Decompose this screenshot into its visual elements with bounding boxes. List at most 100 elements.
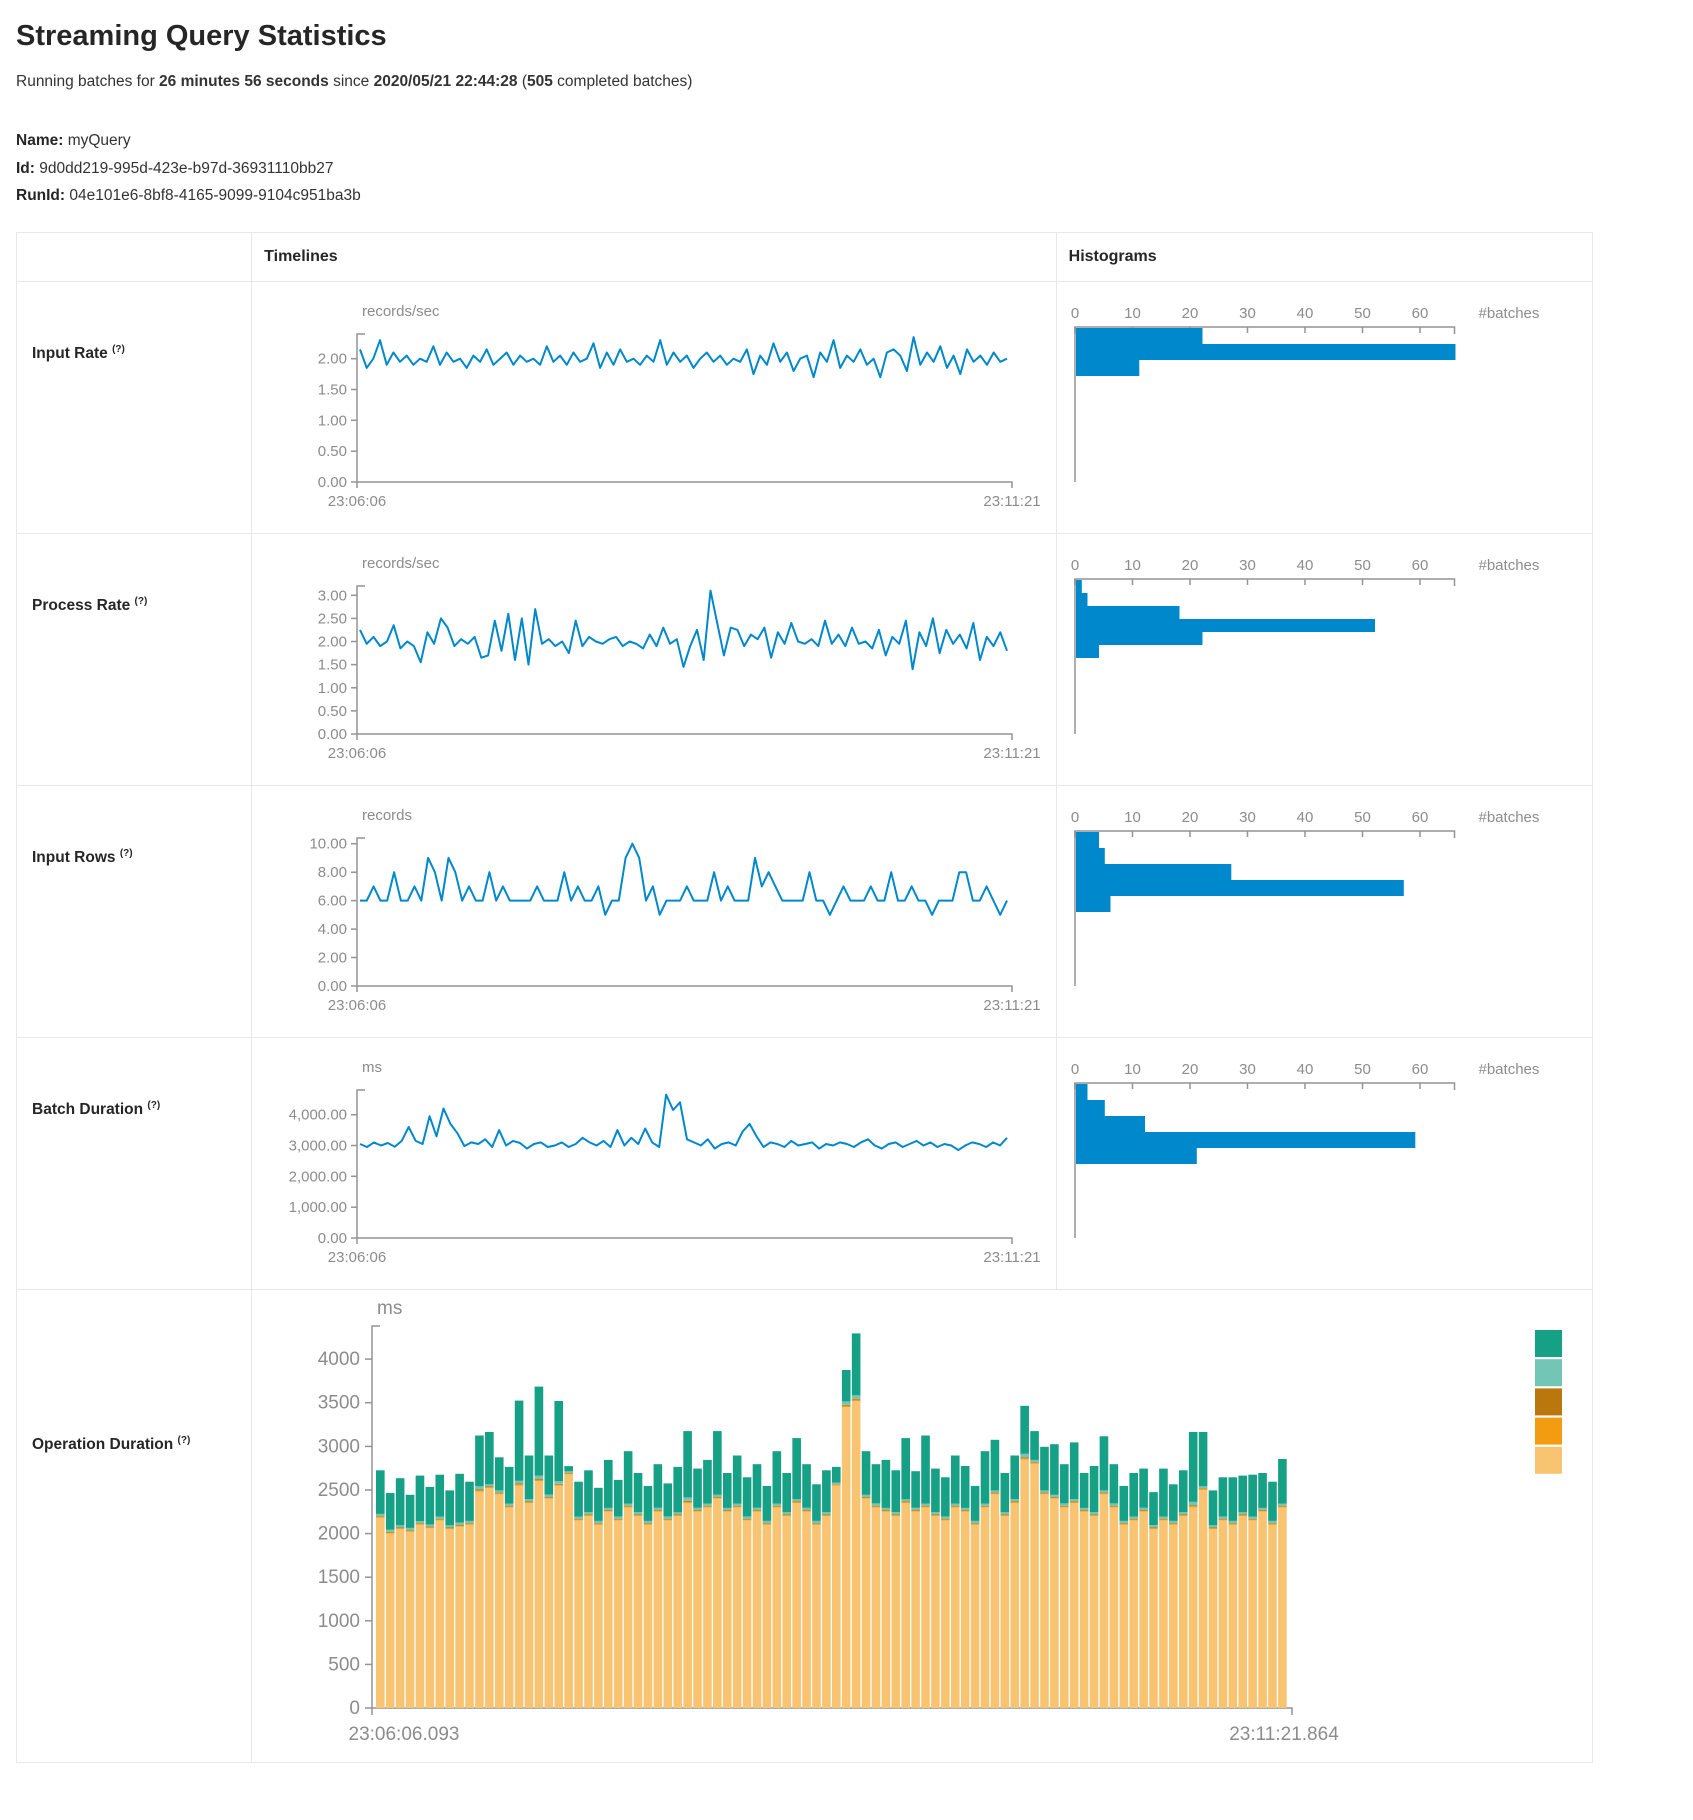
- svg-text:30: 30: [1239, 305, 1256, 322]
- table-row-batch-duration: Batch Duration (?) ms 4,000.00 3,000.00 2,0…: [15, 1036, 1594, 1290]
- svg-text:records: records: [362, 807, 412, 824]
- svg-text:ms: ms: [377, 1298, 402, 1319]
- process-rate-timeline-chart: records/sec 3.00 2.50 2.00 1.50 1.00 0.50 0.00 2…: [252, 534, 1056, 785]
- svg-text:60: 60: [1411, 305, 1428, 322]
- process-rate-label: Process Rate: [32, 596, 131, 614]
- running-batches-status: Running batches for 26 minutes 56 second…: [16, 73, 1693, 91]
- svg-text:3000: 3000: [318, 1436, 360, 1457]
- svg-text:4000: 4000: [318, 1349, 360, 1370]
- svg-text:60: 60: [1411, 1061, 1428, 1078]
- input-rows-timeline-chart: records 10.00 8.00 6.00 4.00 2.00 0.00 23:06:06…: [252, 786, 1056, 1037]
- operation-duration-chart: ms 4000 3500 3000 2500 2000 1500 1000 500 0 23:06:…: [252, 1290, 1592, 1761]
- svg-text:23:11:21.864: 23:11:21.864: [1229, 1724, 1339, 1745]
- svg-text:#batches: #batches: [1478, 305, 1539, 322]
- row-label-process-rate: Process Rate (?): [15, 532, 253, 786]
- svg-text:3,000.00: 3,000.00: [289, 1137, 347, 1154]
- table-row-input-rows: Input Rows (?) records 10.00 8.00 6.00 4.00 2…: [15, 784, 1594, 1038]
- batch-duration-help-icon[interactable]: (?): [147, 1099, 161, 1111]
- svg-text:0.00: 0.00: [318, 978, 347, 995]
- svg-text:6.00: 6.00: [318, 892, 347, 909]
- svg-text:0: 0: [1070, 305, 1078, 322]
- status-paren: (: [517, 73, 527, 90]
- query-name-row: Name: myQuery: [16, 127, 1693, 155]
- svg-text:1.00: 1.00: [318, 679, 347, 696]
- svg-text:0: 0: [1070, 809, 1078, 826]
- input-rate-timeline-chart: records/sec 2.00 1.50 1.00 0.50 0.00 23:06:06 2…: [252, 282, 1056, 533]
- query-runid-row: RunId: 04e101e6-8bf8-4165-9099-9104c951b…: [16, 182, 1693, 210]
- table-header-row: Timelines Histograms: [15, 231, 1594, 282]
- svg-text:8.00: 8.00: [318, 864, 347, 881]
- svg-text:3.00: 3.00: [318, 587, 347, 604]
- query-name-value: myQuery: [67, 132, 131, 149]
- svg-text:60: 60: [1411, 557, 1428, 574]
- svg-text:2000: 2000: [318, 1523, 360, 1544]
- svg-text:30: 30: [1239, 1061, 1256, 1078]
- svg-text:2500: 2500: [318, 1480, 360, 1501]
- process-rate-help-icon[interactable]: (?): [134, 595, 148, 607]
- svg-text:23:06:06: 23:06:06: [328, 997, 386, 1014]
- completed-batch-count: 505: [526, 73, 553, 90]
- svg-text:0.50: 0.50: [318, 443, 347, 460]
- svg-text:#batches: #batches: [1478, 809, 1539, 826]
- svg-text:#batches: #batches: [1478, 557, 1539, 574]
- input-rate-label: Input Rate: [32, 344, 108, 362]
- svg-text:1.50: 1.50: [318, 656, 347, 673]
- table-row-operation-duration: Operation Duration (?) ms 4000 3500 3000 250…: [15, 1288, 1593, 1763]
- svg-text:30: 30: [1239, 809, 1256, 826]
- svg-text:1.00: 1.00: [318, 412, 347, 429]
- svg-text:2.00: 2.00: [318, 350, 347, 367]
- query-name-label: Name:: [16, 132, 64, 149]
- batch-duration-timeline-chart: ms 4,000.00 3,000.00 2,000.00 1,000.00 0.00 23…: [252, 1038, 1056, 1289]
- svg-text:0.00: 0.00: [318, 726, 347, 743]
- svg-text:10: 10: [1124, 305, 1141, 322]
- header-empty: [15, 231, 253, 282]
- status-since: since: [328, 73, 374, 90]
- svg-text:50: 50: [1354, 1061, 1371, 1078]
- svg-text:0: 0: [1070, 1061, 1078, 1078]
- svg-text:20: 20: [1181, 557, 1198, 574]
- svg-text:20: 20: [1181, 1061, 1198, 1078]
- statistics-table: Timelines Histograms Input Rate (?) reco…: [15, 231, 1594, 1763]
- svg-text:60: 60: [1411, 809, 1428, 826]
- svg-text:40: 40: [1296, 1061, 1313, 1078]
- svg-text:500: 500: [328, 1654, 360, 1675]
- svg-text:20: 20: [1181, 305, 1198, 322]
- svg-text:20: 20: [1181, 809, 1198, 826]
- svg-text:1500: 1500: [318, 1567, 360, 1588]
- header-histograms: Histograms: [1055, 231, 1594, 282]
- svg-text:23:06:06: 23:06:06: [328, 1249, 386, 1266]
- page-title: Streaming Query Statistics: [16, 20, 387, 52]
- header-timelines: Timelines: [251, 231, 1057, 282]
- svg-text:10.00: 10.00: [310, 835, 348, 852]
- svg-text:records/sec: records/sec: [362, 555, 440, 572]
- svg-text:0: 0: [1070, 557, 1078, 574]
- row-label-operation-duration: Operation Duration (?): [15, 1288, 253, 1763]
- batch-duration-label: Batch Duration: [32, 1100, 144, 1118]
- svg-text:50: 50: [1354, 557, 1371, 574]
- input-rows-help-icon[interactable]: (?): [119, 847, 133, 859]
- svg-text:10: 10: [1124, 557, 1141, 574]
- svg-text:#batches: #batches: [1478, 1061, 1539, 1078]
- svg-text:23:06:06: 23:06:06: [328, 493, 386, 510]
- svg-text:23:11:21: 23:11:21: [984, 997, 1041, 1014]
- svg-text:40: 40: [1296, 809, 1313, 826]
- status-prefix: Running batches for: [16, 73, 160, 90]
- start-timestamp: 2020/05/21 22:44:28: [373, 73, 518, 90]
- svg-text:40: 40: [1296, 305, 1313, 322]
- table-row-process-rate: Process Rate (?) records/sec 3.00 2.50 2.00…: [15, 532, 1594, 786]
- svg-text:2.50: 2.50: [318, 610, 347, 627]
- operation-duration-label: Operation Duration: [32, 1435, 174, 1453]
- running-duration: 26 minutes 56 seconds: [159, 73, 329, 90]
- svg-text:10: 10: [1124, 1061, 1141, 1078]
- svg-text:23:11:21: 23:11:21: [984, 745, 1041, 762]
- operation-duration-help-icon[interactable]: (?): [177, 1434, 191, 1446]
- input-rows-histogram-chart: 0 10 20 30 40 50 60 #batches: [1057, 786, 1592, 1037]
- svg-text:4.00: 4.00: [318, 921, 347, 938]
- query-id-row: Id: 9d0dd219-995d-423e-b97d-36931110bb27: [16, 155, 1693, 183]
- query-id-label: Id:: [16, 159, 35, 177]
- query-id-value: 9d0dd219-995d-423e-b97d-36931110bb27: [39, 159, 334, 177]
- input-rate-help-icon[interactable]: (?): [112, 343, 125, 355]
- svg-text:0.00: 0.00: [318, 474, 347, 491]
- svg-text:0.50: 0.50: [318, 702, 347, 719]
- svg-text:30: 30: [1239, 557, 1256, 574]
